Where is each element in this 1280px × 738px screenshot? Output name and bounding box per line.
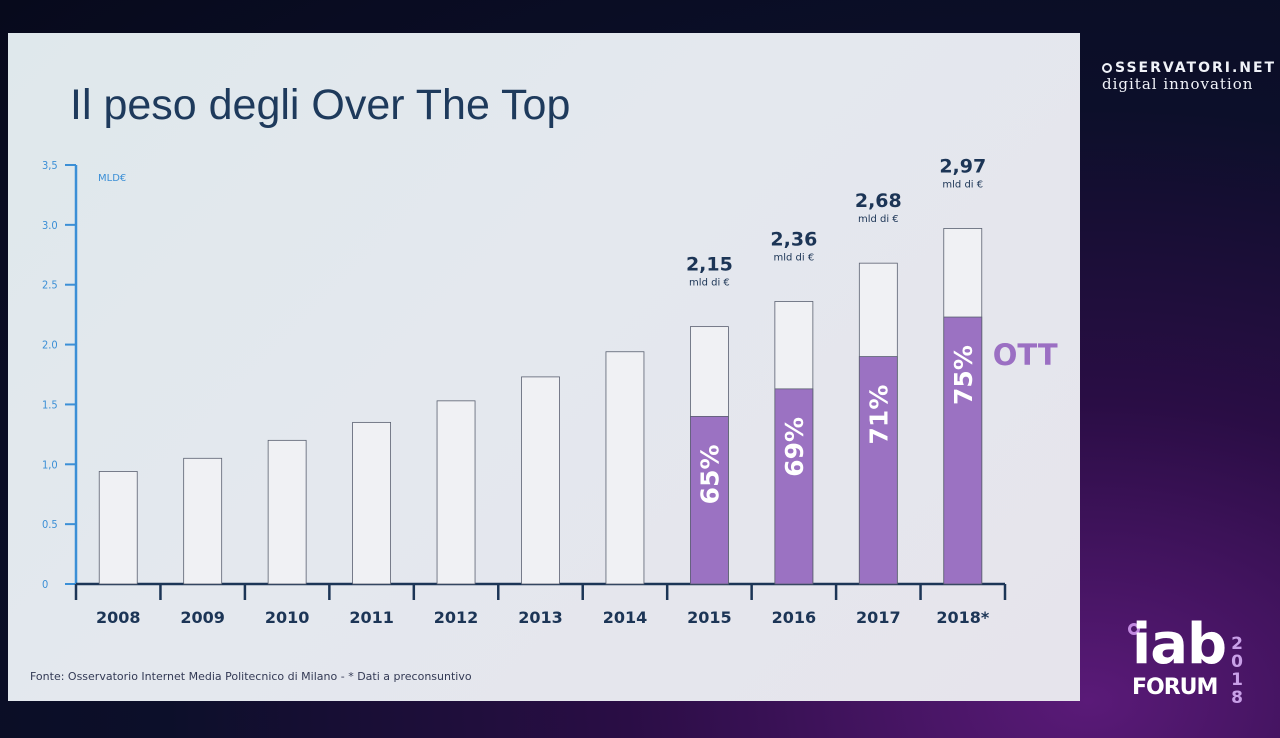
y-axis-unit-label: MLD€ [98, 173, 126, 184]
bar-chart: 0 0.5 1,0 1.5 2.0 2.5 3.0 3,5 MLD€ 2008 2009 2010 20… [42, 155, 1058, 627]
x-category-label: 2015 [687, 608, 732, 627]
bar-total [183, 457, 223, 585]
bar-total [605, 351, 645, 585]
ott-share-label: 65% [695, 444, 724, 504]
source-note: Fonte: Osservatorio Internet Media Polit… [30, 670, 472, 683]
x-category-label: 2014 [603, 608, 648, 627]
slide-panel: Il peso degli Over The Top 0 0.5 1,0 1.5 2.0… [8, 33, 1080, 701]
y-tick-label: 1,0 [42, 458, 58, 471]
bar-total [352, 421, 391, 585]
y-tick-label: 0 [42, 578, 48, 591]
y-tick-label: 3.0 [42, 219, 58, 232]
osservatori-logo: SSERVATORI.NET digital innovation [1102, 60, 1276, 93]
bar-ott [858, 356, 898, 585]
total-value-label: 2,15 [686, 254, 733, 276]
x-category-label: 2013 [518, 608, 563, 627]
iab-year-digit: 8 [1231, 688, 1243, 708]
x-category-label: 2008 [96, 608, 141, 627]
total-value-label: 2,68 [855, 190, 902, 212]
iab-wordmark: iab [1132, 612, 1227, 677]
bar-total [521, 376, 560, 585]
iab-forum-wordmark: FORUM [1132, 675, 1218, 700]
bar-ott [943, 316, 983, 585]
total-unit-label: mld di € [858, 214, 899, 225]
ott-share-label: 75% [949, 345, 978, 405]
x-category-label: 2009 [180, 608, 225, 627]
iab-year-digit: 2 [1231, 634, 1243, 654]
osservatori-logo-top: SSERVATORI.NET [1102, 60, 1276, 76]
y-tick-label: 1.5 [42, 398, 58, 411]
total-value-label: 2,36 [770, 228, 817, 250]
iab-year-digit: 0 [1231, 652, 1243, 672]
slide-title: Il peso degli Over The Top [70, 81, 571, 129]
y-tick-label: 0.5 [42, 518, 58, 531]
total-value-label: 2,97 [939, 155, 986, 177]
x-category-label: 2012 [434, 608, 479, 627]
circle-icon [1128, 623, 1140, 635]
bar-total [436, 400, 476, 585]
total-unit-label: mld di € [774, 252, 815, 263]
total-unit-label: mld di € [689, 278, 730, 289]
x-category-label: 2010 [265, 608, 310, 627]
osservatori-name: SSERVATORI.NET [1115, 60, 1277, 76]
y-tick-label: 3,5 [42, 159, 58, 172]
x-category-label: 2011 [349, 608, 394, 627]
ott-share-label: 69% [780, 417, 809, 477]
iab-year-digit: 1 [1231, 670, 1243, 690]
total-unit-label: mld di € [942, 179, 983, 190]
pin-icon [1102, 63, 1112, 73]
bar-ott [690, 415, 729, 585]
iab-forum-logo: iab FORUM 2 0 1 8 [1126, 615, 1256, 710]
bar-total [98, 471, 138, 585]
bar-ott [774, 388, 814, 585]
x-category-label: 2017 [856, 608, 901, 627]
bar-total [267, 439, 307, 585]
x-category-label: 2018* [936, 608, 990, 627]
iab-year: 2 0 1 8 [1230, 635, 1244, 707]
osservatori-tagline: digital innovation [1102, 75, 1254, 93]
y-tick-label: 2.0 [42, 339, 58, 352]
y-tick-label: 2.5 [42, 279, 58, 292]
x-category-label: 2016 [772, 608, 817, 627]
ott-series-label: OTT [993, 338, 1058, 372]
ott-share-label: 71% [864, 385, 893, 445]
